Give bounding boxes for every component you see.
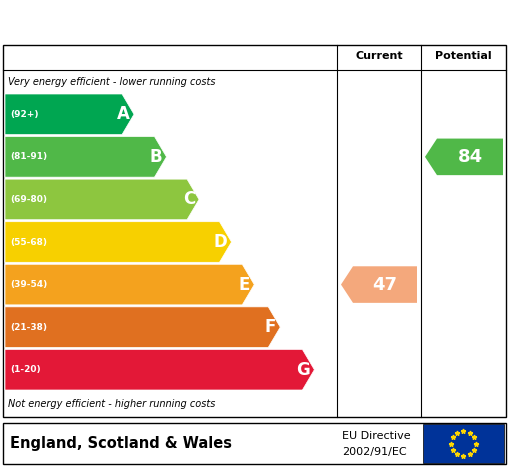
Polygon shape	[5, 307, 280, 347]
Text: 47: 47	[373, 276, 398, 294]
Text: F: F	[265, 318, 276, 336]
Bar	[423, 424, 504, 463]
Text: Current: Current	[355, 51, 403, 61]
Text: (39-54): (39-54)	[10, 280, 47, 289]
Polygon shape	[5, 222, 232, 262]
Text: 2002/91/EC: 2002/91/EC	[342, 447, 407, 457]
Bar	[3, 423, 506, 464]
Text: A: A	[117, 105, 130, 123]
Text: (69-80): (69-80)	[10, 195, 47, 204]
Text: D: D	[214, 233, 228, 251]
Text: (55-68): (55-68)	[10, 238, 47, 247]
Text: 84: 84	[458, 148, 483, 166]
Polygon shape	[5, 179, 199, 219]
Text: C: C	[183, 191, 195, 208]
Text: (21-38): (21-38)	[10, 323, 47, 332]
Polygon shape	[425, 139, 503, 175]
Text: Not energy efficient - higher running costs: Not energy efficient - higher running co…	[8, 399, 215, 409]
Text: Very energy efficient - lower running costs: Very energy efficient - lower running co…	[8, 77, 215, 87]
Text: England, Scotland & Wales: England, Scotland & Wales	[10, 436, 232, 451]
Text: (81-91): (81-91)	[10, 152, 47, 162]
Text: B: B	[150, 148, 162, 166]
Text: E: E	[239, 276, 250, 294]
Polygon shape	[5, 264, 254, 305]
Text: EU Directive: EU Directive	[342, 432, 411, 441]
Polygon shape	[5, 349, 315, 390]
Text: G: G	[297, 361, 310, 379]
Text: Potential: Potential	[435, 51, 492, 61]
Text: (1-20): (1-20)	[10, 365, 41, 374]
Text: (92+): (92+)	[10, 110, 39, 119]
Polygon shape	[341, 266, 417, 303]
Text: Energy Efficiency Rating: Energy Efficiency Rating	[8, 11, 296, 31]
Polygon shape	[5, 136, 166, 177]
Polygon shape	[5, 94, 134, 134]
